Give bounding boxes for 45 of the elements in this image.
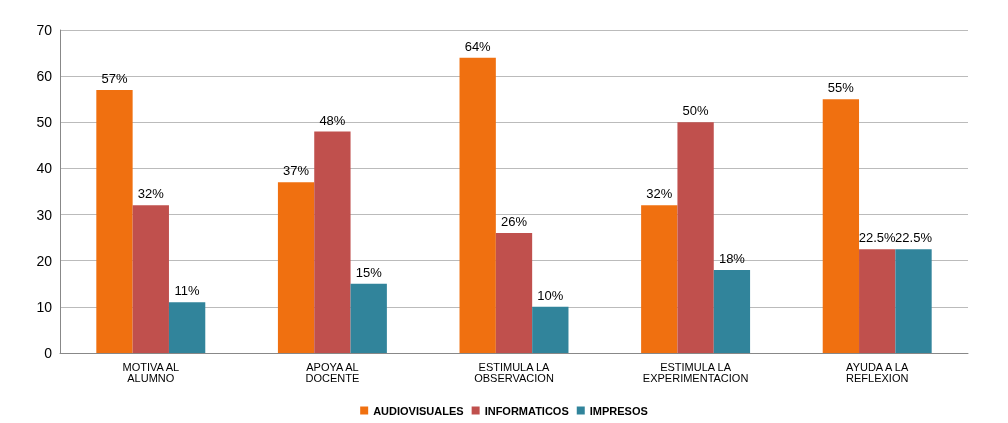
y-tick-label: 70: [36, 22, 53, 38]
y-tick-label: 30: [36, 206, 53, 223]
data-label: 50%: [682, 103, 710, 119]
bar: [277, 182, 315, 353]
data-label: 15%: [355, 264, 383, 280]
x-tick-label: ESTIMULA LA OBSERVACION: [474, 360, 554, 384]
data-label: 22.5%: [895, 230, 933, 246]
bar: [495, 233, 533, 353]
y-tick-label: 10: [36, 298, 53, 315]
y-tick-label: 40: [36, 160, 53, 177]
bar: [895, 249, 932, 353]
data-label: 37%: [283, 163, 310, 179]
bar: [350, 283, 387, 353]
x-tick-label: APOYA AL DOCENTE: [305, 360, 360, 384]
bar: [641, 205, 678, 353]
y-tick-label: 0: [44, 345, 53, 361]
x-tick-label: AYUDA A LA REFLEXION: [846, 360, 909, 384]
bar: [168, 302, 206, 353]
bar: [677, 122, 714, 353]
bar: [459, 57, 496, 353]
data-label: 18%: [718, 250, 746, 266]
data-label: 32%: [137, 186, 165, 202]
bar: [132, 205, 169, 353]
data-label: 32%: [646, 186, 673, 202]
data-label: 11%: [174, 283, 201, 299]
data-label: 48%: [319, 112, 346, 128]
bar: [532, 306, 569, 353]
y-tick-label: 20: [36, 252, 53, 269]
data-label: 64%: [464, 38, 492, 54]
x-tick-label: MOTIVA AL ALUMNO: [122, 360, 180, 384]
data-label: 26%: [500, 214, 528, 230]
bar: [822, 99, 860, 353]
y-tick-label: 50: [36, 114, 53, 131]
bar: [314, 131, 351, 353]
data-label: 10%: [537, 287, 564, 303]
y-tick-label: 60: [36, 68, 53, 85]
bar: [713, 269, 751, 353]
data-label: 55%: [827, 80, 855, 96]
legend-label: IMPRESOS: [589, 404, 648, 417]
legend-label: INFORMATICOS: [484, 404, 569, 417]
bar: [96, 89, 133, 353]
data-label: 57%: [101, 70, 128, 86]
legend-label: AUDIOVISUALES: [373, 404, 464, 417]
bar: [859, 249, 896, 353]
x-tick-label: ESTIMULA LA EXPERIMENTACION: [642, 360, 749, 384]
